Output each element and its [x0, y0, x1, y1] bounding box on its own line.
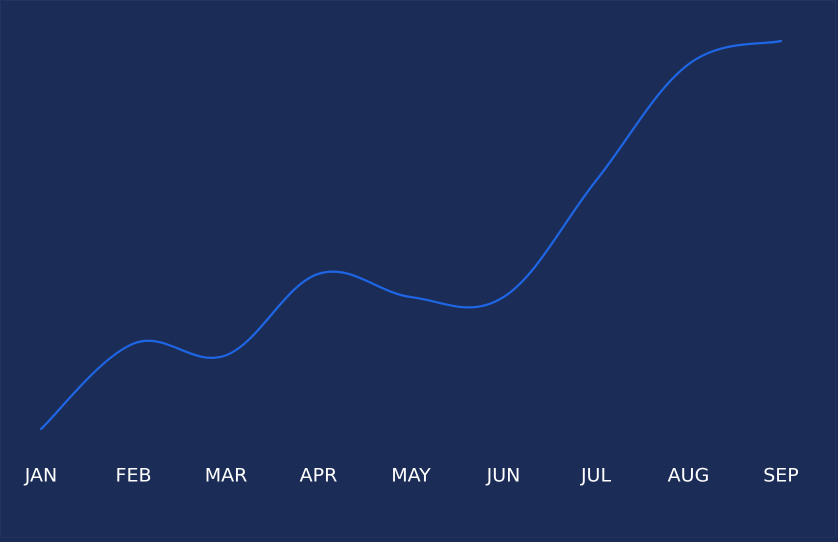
x-tick-label-apr: APR	[300, 465, 338, 487]
x-tick-label-jan: JAN	[24, 465, 57, 487]
x-tick-label-jun: JUN	[486, 465, 521, 487]
x-tick-label-feb: FEB	[116, 465, 152, 487]
x-tick-label-may: MAY	[391, 465, 431, 487]
x-tick-label-mar: MAR	[205, 465, 248, 487]
x-tick-label-jul: JUL	[580, 465, 612, 487]
x-axis-tick-labels: JAN FEB MAR APR MAY JUN JUL AUG SEP	[24, 465, 799, 487]
series-line	[39, 39, 783, 431]
x-tick-label-sep: SEP	[763, 465, 799, 487]
x-tick-label-aug: AUG	[668, 465, 710, 487]
